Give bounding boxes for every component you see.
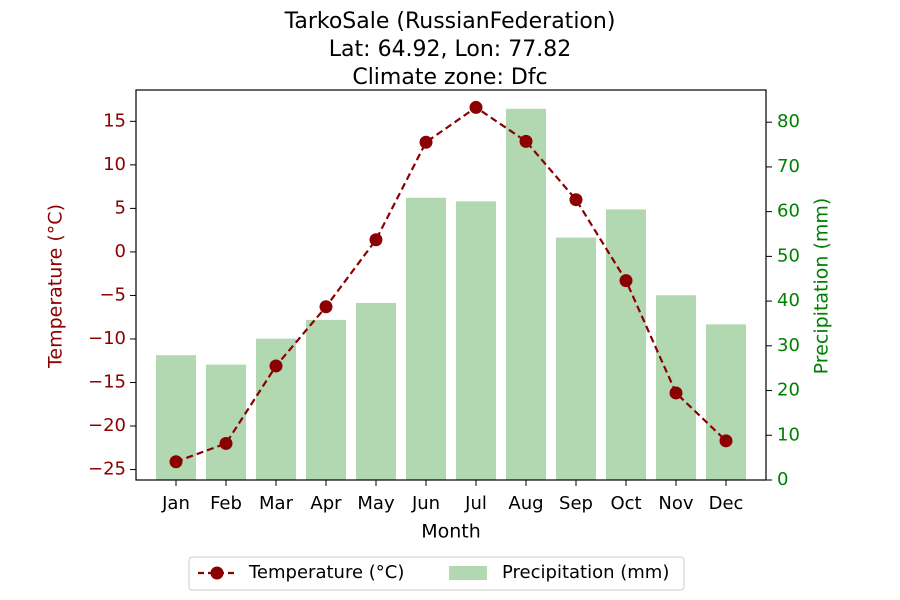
precipitation-bar-may [356, 302, 396, 480]
x-tick-label-jan: Jan [161, 493, 190, 514]
temperature-point-nov [669, 386, 683, 400]
y-right-tick-label-5: 50 [777, 245, 800, 266]
chart-title-line-3: Climate zone: Dfc [352, 65, 547, 90]
precipitation-bars [156, 108, 746, 481]
y-left-tick-label-2: −15 [88, 372, 126, 393]
x-tick-label-jun: Jun [411, 493, 440, 514]
precipitation-bar-aug [506, 108, 546, 480]
y-right-tick-label-8: 80 [777, 111, 800, 132]
temperature-line-path [175, 106, 727, 463]
chart-title-line-2: Lat: 64.92, Lon: 77.82 [329, 37, 571, 62]
y-left-tick-label-6: 5 [115, 197, 126, 218]
y-right-tick-label-1: 10 [777, 424, 800, 445]
x-tick-label-dec: Dec [709, 493, 744, 514]
y-left-tick-label-0: −25 [88, 459, 126, 480]
y-left-tick-label-8: 15 [103, 110, 126, 131]
chart-title-line-1: TarkoSale (RussianFederation) [284, 9, 616, 34]
temperature-point-jun [419, 135, 433, 149]
y-left-tick-label-4: −5 [99, 284, 126, 305]
y-right-tick-label-0: 0 [777, 469, 788, 490]
y-axis-left-label: Temperature (°C) [45, 204, 67, 369]
temperature-line [169, 100, 733, 469]
temperature-point-jan [169, 455, 183, 469]
legend-temperature-marker [210, 566, 224, 580]
y-right-tick-label-3: 30 [777, 335, 800, 356]
y-left-tick-label-3: −10 [88, 328, 126, 349]
temperature-point-sep [569, 193, 583, 207]
x-tick-label-feb: Feb [210, 493, 242, 514]
x-tick-label-aug: Aug [508, 493, 543, 514]
chart-title: TarkoSale (RussianFederation) Lat: 64.92… [284, 9, 616, 90]
precipitation-bar-sep [556, 237, 596, 480]
x-tick-label-mar: Mar [259, 493, 294, 514]
y-left-tick-label-5: 0 [115, 241, 126, 262]
precipitation-bar-jun [406, 197, 446, 481]
temperature-point-feb [219, 436, 233, 450]
legend-temperature-label: Temperature (°C) [248, 562, 404, 583]
x-tick-label-sep: Sep [559, 493, 593, 514]
legend: Temperature (°C) Precipitation (mm) [188, 556, 685, 591]
precipitation-bar-jul [456, 201, 496, 481]
precipitation-bar-oct [606, 209, 646, 481]
temperature-point-aug [519, 134, 533, 148]
x-tick-label-may: May [357, 493, 395, 514]
precipitation-bar-apr [306, 319, 346, 480]
y-left-tick-label-1: −20 [88, 415, 126, 436]
x-tick-label-apr: Apr [310, 493, 342, 514]
x-tick-label-nov: Nov [658, 493, 693, 514]
x-tick-label-oct: Oct [610, 493, 641, 514]
temperature-point-may [369, 233, 383, 247]
temperature-point-dec [719, 434, 733, 448]
x-axis: Jan Feb Mar Apr May Jun Jul Aug Sep Oct Nov Dec [161, 480, 743, 514]
y-axis-right-label: Precipitation (mm) [811, 198, 833, 375]
y-right-tick-label-7: 70 [777, 156, 800, 177]
y-left-tick-label-7: 10 [103, 154, 126, 175]
legend-precipitation-label: Precipitation (mm) [502, 562, 669, 583]
temperature-point-mar [269, 359, 283, 373]
y-right-tick-label-4: 40 [777, 290, 800, 311]
y-right-tick-label-6: 60 [777, 201, 800, 222]
y-axis-left: −25 −20 −15 −10 −5 0 5 10 15 [88, 110, 136, 480]
plot-frame [135, 89, 767, 481]
x-axis-label: Month [421, 521, 481, 543]
legend-precipitation-swatch [449, 566, 487, 580]
temperature-point-oct [619, 274, 633, 288]
temperature-point-apr [319, 300, 333, 314]
temperature-point-jul [469, 100, 483, 114]
y-axis-right: 0 10 20 30 40 50 60 70 80 [766, 111, 800, 490]
y-right-tick-label-2: 20 [777, 380, 800, 401]
x-tick-label-jul: Jul [464, 493, 487, 514]
legend-box [188, 556, 685, 591]
precipitation-bar-dec [706, 324, 746, 480]
